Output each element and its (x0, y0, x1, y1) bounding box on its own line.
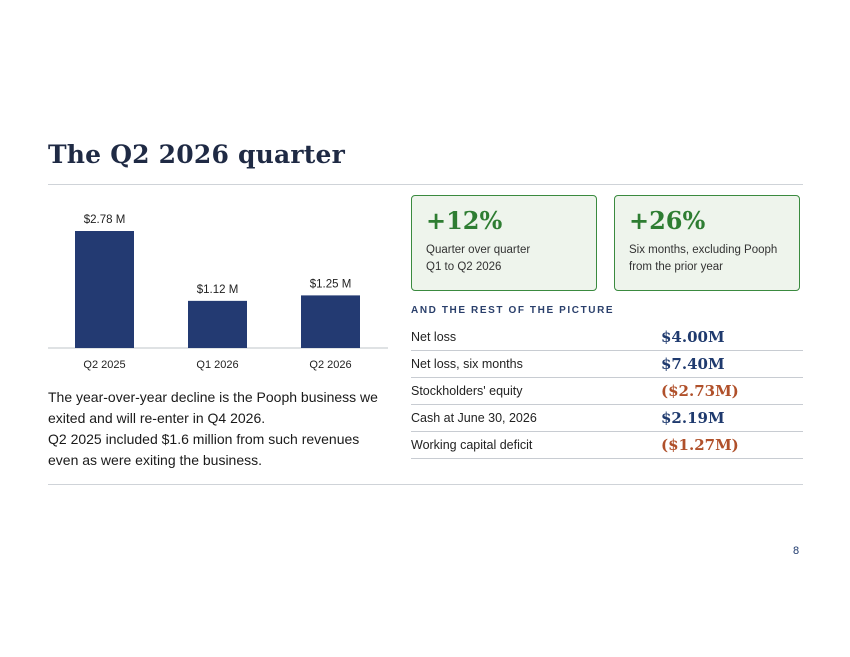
x-tick-label: Q2 2026 (309, 359, 351, 371)
data-label: $1.25 M (310, 278, 352, 290)
metric-value: $7.40M (661, 355, 725, 373)
bar-q2-2026 (301, 295, 360, 348)
metric-label: Stockholders' equity (411, 384, 523, 398)
revenue-bar-chart: $2.78 M Q2 2025 $1.12 M Q1 2026 $1.25 M Q2 20… (48, 214, 388, 371)
metric-label: Net loss, six months (411, 357, 523, 371)
metric-value: $2.19M (661, 409, 725, 427)
qoq-growth-card: +12% Quarter over quarter Q1 to Q2 2026 (411, 195, 597, 291)
metric-label: Working capital deficit (411, 438, 533, 452)
six-month-growth-value: +26% (629, 206, 706, 235)
metric-row-net-loss-six-months: Net loss, six months $7.40M (411, 351, 803, 378)
metric-row-cash: Cash at June 30, 2026 $2.19M (411, 405, 803, 432)
narrative-text: The year-over-year decline is the Pooph … (48, 387, 388, 471)
metrics-heading: AND THE REST OF THE PICTURE (411, 305, 615, 316)
metric-value: $4.00M (661, 328, 725, 346)
narrative-line-2: Q2 2025 included $1.6 million from such … (48, 431, 360, 468)
metric-value: ($2.73M) (661, 382, 739, 400)
page-number: 8 (793, 545, 800, 557)
qoq-growth-caption: Quarter over quarter Q1 to Q2 2026 (426, 244, 531, 273)
slide-title: The Q2 2026 quarter (48, 140, 346, 169)
data-label: $1.12 M (197, 284, 239, 296)
bar-q2-2025 (75, 231, 134, 348)
data-label: $2.78 M (84, 214, 126, 226)
six-month-growth-caption: Six months, excluding Pooph from the pri… (629, 244, 778, 273)
six-month-growth-card: +26% Six months, excluding Pooph from th… (614, 195, 800, 291)
x-tick-label: Q1 2026 (196, 359, 238, 371)
metric-value: ($1.27M) (661, 436, 739, 454)
metric-label: Net loss (411, 330, 457, 344)
narrative-line-1: The year-over-year decline is the Pooph … (48, 389, 378, 426)
metric-label: Cash at June 30, 2026 (411, 411, 537, 425)
bottom-divider (48, 484, 803, 485)
metrics-table: Net loss $4.00M Net loss, six months $7.… (411, 324, 803, 459)
metric-row-net-loss: Net loss $4.00M (411, 324, 803, 351)
title-divider (48, 184, 803, 185)
bar-q1-2026 (188, 300, 247, 348)
metric-row-working-capital-deficit: Working capital deficit ($1.27M) (411, 432, 803, 459)
metric-row-stockholders-equity: Stockholders' equity ($2.73M) (411, 378, 803, 405)
x-tick-label: Q2 2025 (83, 359, 125, 371)
qoq-growth-value: +12% (426, 206, 503, 235)
